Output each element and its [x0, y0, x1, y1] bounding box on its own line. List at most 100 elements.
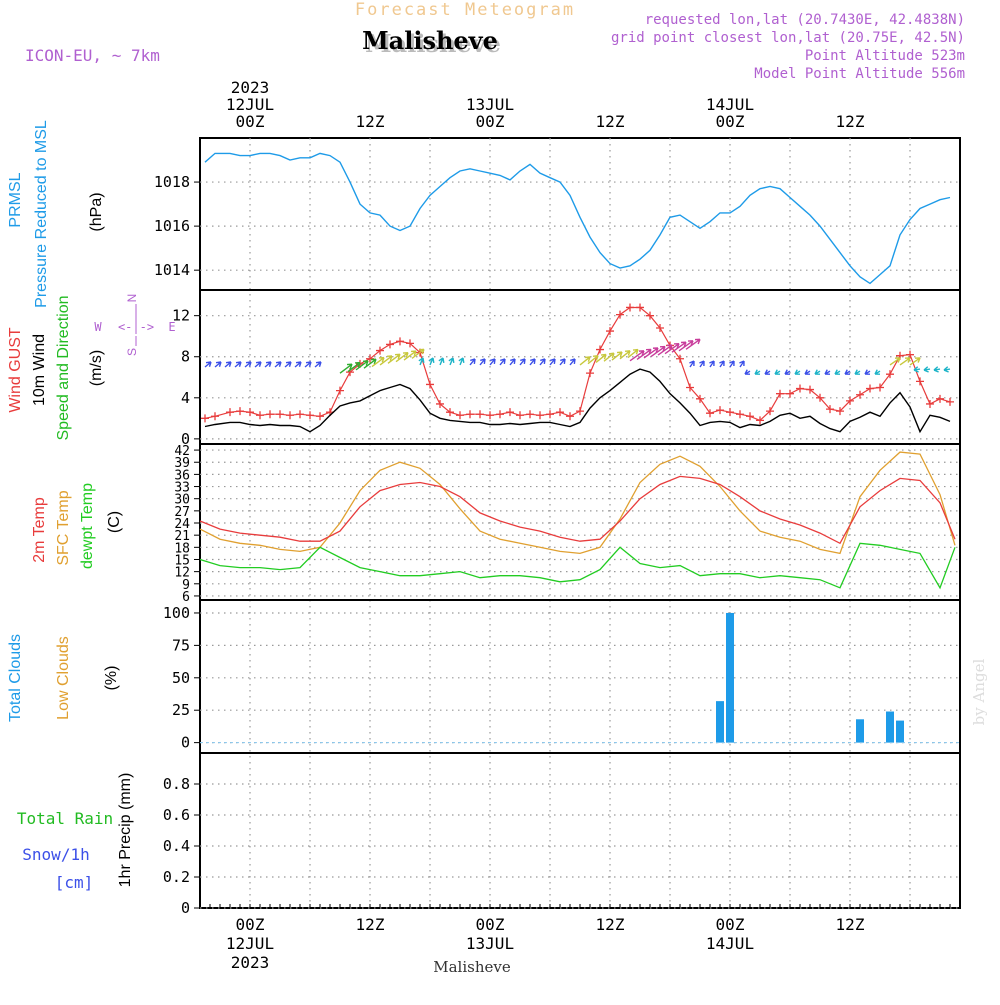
bottom-time-label: 12Z [356, 915, 385, 934]
gust-marker [936, 394, 944, 403]
gust-marker [686, 383, 694, 392]
bottom-time-label: 2023 [231, 953, 270, 972]
y-tick-label: 8 [181, 348, 190, 366]
wind-direction-arrow [579, 356, 591, 366]
wind-direction-arrow [933, 366, 941, 373]
forecast-title: Forecast Meteogram [355, 0, 575, 20]
wind-direction-arrow [224, 361, 232, 368]
wind-direction-arrow [529, 358, 536, 366]
pressure-label-2: Pressure Reduced to MSL [33, 120, 50, 308]
gust-marker [336, 386, 344, 395]
wind-direction-arrow [284, 361, 292, 368]
wind-direction-arrow [685, 338, 701, 350]
wind-direction-arrow [549, 358, 556, 366]
bottom-time-label: 12JUL [226, 934, 274, 953]
gust-marker [576, 407, 584, 416]
gust-marker [296, 410, 304, 419]
gust-marker [476, 410, 484, 419]
wind-direction-arrow [469, 358, 476, 366]
gust-marker [706, 409, 714, 418]
top-time-label: 00Z [476, 112, 505, 131]
point-altitude: Point Altitude 523m [805, 48, 965, 64]
wind-direction-arrow [274, 361, 282, 368]
gust-marker [386, 340, 394, 349]
gust-marker [616, 310, 624, 319]
wind-direction-arrow [254, 361, 262, 368]
y-tick-label: 100 [163, 604, 190, 622]
wind-direction-arrow [395, 351, 409, 363]
wind-direction-arrow [509, 358, 516, 366]
gust-marker [286, 411, 294, 420]
wind-direction-arrow [719, 360, 725, 368]
gust-marker [566, 412, 574, 421]
y-tick-label: 1014 [154, 261, 190, 279]
gust-marker [586, 369, 594, 378]
wind-direction-arrow [304, 361, 312, 368]
pressure-unit: (hPa) [88, 192, 105, 231]
y-tick-label: 33 [174, 481, 190, 496]
y-tick-label: 12 [172, 307, 190, 325]
grid-point-coordinates: grid point closest lon,lat (20.75E, 42.5… [611, 30, 965, 46]
direction-label: Speed and Direction [55, 296, 72, 441]
wind-direction-arrow [519, 358, 526, 366]
y-tick-label: 27 [174, 505, 190, 520]
wind-direction-arrow [844, 369, 851, 375]
y-tick-label: 4 [181, 389, 190, 407]
wind-direction-arrow [363, 358, 377, 369]
compass-west: W [94, 320, 102, 334]
gust-marker [201, 414, 209, 423]
wind-speed-line [204, 368, 951, 434]
gust-marker [716, 406, 724, 415]
y-tick-label: 0.4 [163, 837, 190, 855]
y-tick-label: 6 [182, 590, 190, 605]
top-time-label: 00Z [236, 112, 265, 131]
top-time-label: 2023 [231, 78, 270, 97]
gust-marker [496, 410, 504, 419]
temp-unit: (C) [106, 511, 123, 533]
sfc-temp-line [199, 451, 956, 555]
top-time-label: 14JUL [706, 95, 754, 114]
wind-direction-arrow [709, 360, 715, 368]
low-clouds-label: Low Clouds [55, 636, 72, 720]
gust-marker [856, 390, 864, 399]
y-tick-label: 9 [182, 578, 190, 593]
wind-direction-arrow [739, 360, 745, 368]
gust-marker [796, 384, 804, 393]
gust-marker [536, 411, 544, 420]
compass-south: S [125, 348, 139, 356]
wind-direction-arrow [387, 353, 401, 364]
y-tick-label: 0 [181, 734, 190, 752]
wind-direction-arrow [913, 366, 921, 373]
gust-marker [211, 412, 219, 421]
wind-direction-arrow [899, 357, 911, 366]
y-tick-label: 25 [172, 701, 190, 719]
wind-direction-arrow [264, 361, 272, 368]
top-time-label: 12Z [596, 112, 625, 131]
gust-marker [396, 337, 404, 346]
gust-marker [506, 408, 514, 417]
wind-direction-arrow [909, 357, 921, 366]
dewpoint-line [199, 542, 956, 590]
wind-direction-arrow [943, 366, 951, 373]
model-label: ICON-EU, ~ 7km [25, 46, 160, 65]
y-tick-label: 12 [174, 566, 190, 581]
bottom-time-label: 12Z [836, 915, 865, 934]
wind-label: 10m Wind [31, 334, 48, 406]
temp-2m-line [199, 475, 956, 545]
snow-label: Snow/1h [22, 845, 89, 864]
gust-marker [776, 389, 784, 398]
gust-marker [266, 410, 274, 419]
top-time-label: 13JUL [466, 95, 514, 114]
footer-station: Malisheve [433, 958, 511, 976]
wind-direction-arrow [627, 348, 639, 359]
gust-marker [766, 407, 774, 416]
wind-direction-arrow [784, 369, 791, 375]
wind-direction-arrow [804, 369, 811, 375]
wind-direction-arrow [559, 358, 566, 366]
wind-direction-arrow [411, 348, 425, 359]
gust-label: Wind GUST [7, 327, 24, 413]
wind-direction-arrow [234, 361, 242, 368]
station-title-shadow: Malisheve [365, 29, 501, 58]
compass-rose: <-|-> [118, 320, 154, 334]
